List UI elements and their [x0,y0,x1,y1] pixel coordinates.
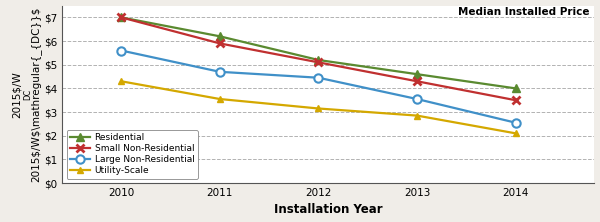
Legend: Residential, Small Non-Residential, Large Non-Residential, Utility-Scale: Residential, Small Non-Residential, Larg… [67,130,198,178]
Line: Residential: Residential [117,13,520,93]
Residential [216,35,223,38]
Text: Median Installed Price: Median Installed Price [458,7,589,17]
X-axis label: Installation Year: Installation Year [274,203,383,216]
Small Non-Residential [413,80,421,83]
Line: Small Non-Residential: Small Non-Residential [117,13,520,104]
Utility-Scale [413,114,421,117]
Large Non-Residential [315,76,322,79]
Residential [118,16,125,19]
Small Non-Residential [216,42,223,45]
Utility-Scale [315,107,322,110]
Line: Large Non-Residential: Large Non-Residential [117,46,520,127]
Utility-Scale [118,80,125,83]
Text: DC: DC [23,89,32,100]
Residential [413,73,421,75]
Line: Utility-Scale: Utility-Scale [118,78,519,137]
Utility-Scale [216,98,223,100]
Residential [315,59,322,61]
Large Non-Residential [512,121,519,124]
Utility-Scale [512,132,519,135]
Large Non-Residential [118,49,125,52]
Small Non-Residential [315,61,322,64]
Small Non-Residential [512,99,519,101]
Y-axis label: 2015$/W$\mathregular{_{DC}}$: 2015$/W$\mathregular{_{DC}}$ [30,7,41,182]
Residential [512,87,519,90]
Large Non-Residential [413,98,421,100]
Small Non-Residential [118,16,125,19]
Large Non-Residential [216,70,223,73]
Text: 2015$/W: 2015$/W [12,71,22,118]
